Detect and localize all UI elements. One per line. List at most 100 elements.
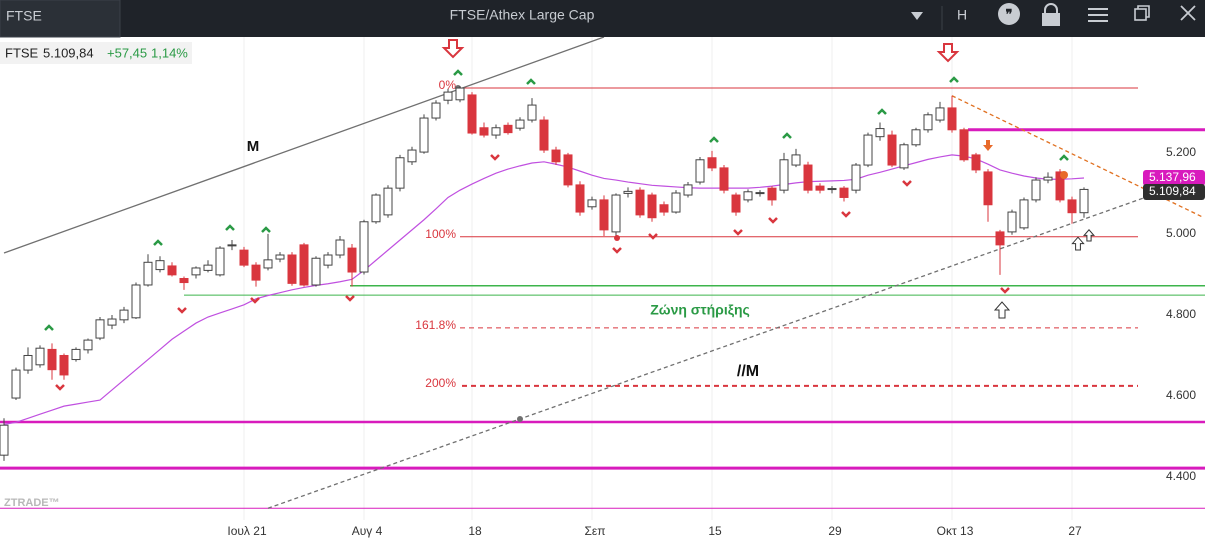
candle-body bbox=[767, 187, 777, 201]
top-bar bbox=[0, 0, 1205, 37]
candle-body bbox=[11, 369, 21, 399]
candle-body bbox=[527, 104, 537, 121]
tab-label[interactable]: FTSE bbox=[6, 8, 42, 24]
candle-body bbox=[551, 149, 561, 163]
candle-body bbox=[467, 94, 477, 134]
candle-body bbox=[215, 247, 225, 276]
candle-body bbox=[563, 154, 573, 186]
candle-body bbox=[155, 260, 165, 271]
candle-body bbox=[647, 194, 657, 219]
candle-body bbox=[683, 184, 693, 196]
candle-body bbox=[251, 264, 261, 281]
candle-body bbox=[0, 424, 9, 456]
candle-body bbox=[983, 171, 993, 206]
candle-body bbox=[371, 194, 381, 223]
candle-body bbox=[119, 309, 129, 321]
candle-body bbox=[443, 91, 453, 101]
restore-icon[interactable] bbox=[1134, 5, 1150, 21]
swing-low-marker bbox=[902, 180, 912, 187]
swing-high-marker bbox=[782, 132, 792, 139]
symbol-tab[interactable] bbox=[0, 0, 121, 38]
quote-change-pct: 1,14% bbox=[151, 45, 188, 60]
candle-body bbox=[851, 164, 861, 191]
candle-body bbox=[719, 167, 729, 191]
candle-body bbox=[1043, 176, 1053, 181]
candle-body bbox=[1019, 199, 1029, 229]
candle-body bbox=[263, 259, 273, 269]
candle-body bbox=[887, 134, 897, 166]
down-arrow bbox=[936, 43, 960, 63]
y-tick-label: 4.600 bbox=[1166, 388, 1196, 402]
candle-body bbox=[59, 354, 69, 376]
candle-body bbox=[827, 188, 837, 191]
candle-body bbox=[347, 247, 357, 273]
candle-body bbox=[1055, 171, 1065, 201]
candle-body bbox=[791, 154, 801, 166]
candle-body bbox=[275, 254, 285, 260]
candle-body bbox=[1031, 179, 1041, 201]
candle-body bbox=[959, 129, 969, 161]
quote-box bbox=[0, 42, 192, 64]
swing-high-marker bbox=[709, 136, 719, 143]
trend-line bbox=[3, 37, 605, 254]
candle-body bbox=[911, 129, 921, 146]
y-tick-label: 4.800 bbox=[1166, 307, 1196, 321]
candle-body bbox=[1079, 188, 1089, 214]
interval-button[interactable]: H bbox=[957, 7, 967, 23]
quote-icon[interactable] bbox=[998, 3, 1020, 25]
candle-body bbox=[323, 254, 333, 266]
x-tick-label: 27 bbox=[1068, 524, 1082, 538]
candle-body bbox=[575, 184, 585, 213]
candle-body bbox=[743, 191, 753, 201]
candle-body bbox=[167, 265, 177, 276]
x-tick-label: Οκτ 13 bbox=[937, 524, 974, 538]
candle-body bbox=[503, 124, 513, 134]
candle-body bbox=[35, 347, 45, 366]
level-label: 100% bbox=[425, 227, 456, 241]
quote-last: 5.109,84 bbox=[43, 45, 94, 60]
candle-body bbox=[83, 339, 93, 351]
swing-high-marker bbox=[261, 226, 271, 233]
candle-body bbox=[359, 221, 369, 273]
up-arrow bbox=[1082, 229, 1096, 242]
swing-low-marker bbox=[768, 217, 778, 224]
swing-low-marker bbox=[612, 247, 622, 254]
candle-body bbox=[107, 318, 117, 326]
x-tick-label: 18 bbox=[468, 524, 482, 538]
swing-high-marker bbox=[153, 239, 163, 246]
candle-body bbox=[839, 187, 849, 198]
candle-body bbox=[203, 264, 213, 271]
candle-body bbox=[803, 164, 813, 191]
lock-icon[interactable] bbox=[1042, 3, 1060, 26]
swing-high-marker bbox=[877, 108, 887, 115]
down-arrow-small bbox=[983, 140, 993, 151]
swing-low-marker bbox=[648, 233, 658, 240]
candle-body bbox=[635, 189, 645, 216]
annotation: Ζώνη στήριξης bbox=[650, 302, 750, 318]
candle-body bbox=[707, 157, 717, 169]
swing-high-marker bbox=[526, 78, 536, 85]
candle-body bbox=[995, 231, 1005, 246]
candle-body bbox=[71, 348, 81, 361]
candle-body bbox=[23, 354, 33, 371]
close-icon[interactable] bbox=[1180, 5, 1196, 21]
watermark: ZTRADE™ bbox=[4, 497, 60, 509]
swing-high-marker bbox=[1059, 154, 1069, 161]
level-label: 0% bbox=[439, 78, 457, 92]
candle-body bbox=[659, 204, 669, 213]
menu-icon[interactable] bbox=[1088, 8, 1108, 22]
swing-low-marker bbox=[177, 307, 187, 314]
candle-body bbox=[875, 128, 885, 138]
y-tick-label: 5.000 bbox=[1166, 226, 1196, 240]
swing-high-marker bbox=[949, 76, 959, 83]
candle-body bbox=[143, 261, 153, 286]
dropdown-icon[interactable] bbox=[911, 12, 923, 20]
swing-high-marker bbox=[225, 224, 235, 231]
price-tag bbox=[1143, 184, 1205, 201]
trend-line bbox=[267, 197, 1145, 509]
candle-body bbox=[923, 114, 933, 131]
candle-body bbox=[899, 144, 909, 169]
candle-body bbox=[95, 319, 105, 339]
signal-dot bbox=[614, 235, 620, 241]
